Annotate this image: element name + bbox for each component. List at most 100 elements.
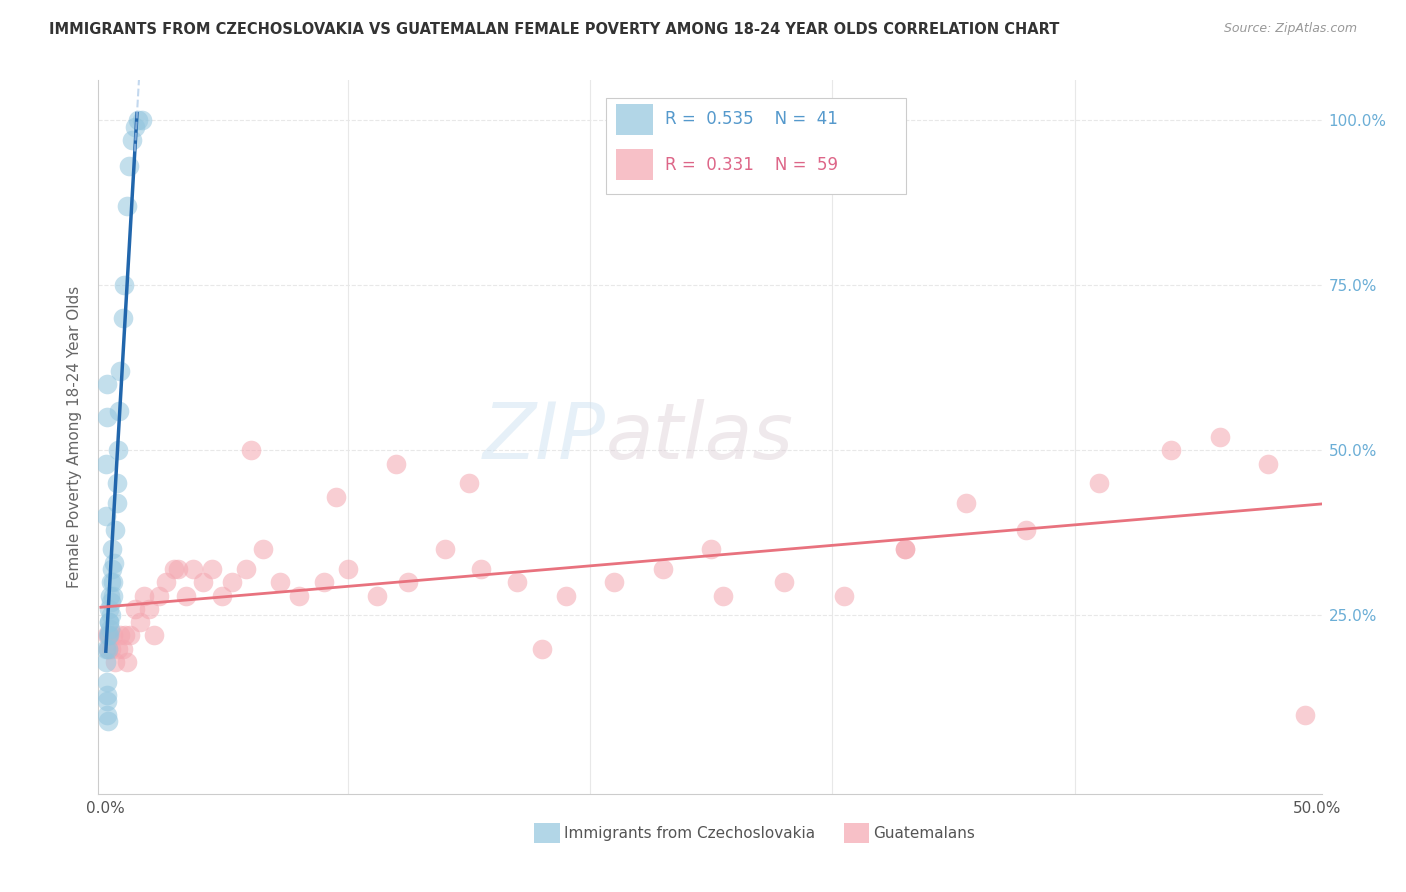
Point xyxy=(111,311,134,326)
Point xyxy=(96,509,118,524)
Point xyxy=(100,608,122,623)
Point xyxy=(97,714,120,729)
Point xyxy=(100,575,122,590)
Point xyxy=(773,575,796,590)
Point xyxy=(98,589,121,603)
Point xyxy=(201,562,224,576)
Point xyxy=(124,602,146,616)
Point xyxy=(97,641,120,656)
Point xyxy=(96,707,118,722)
Point xyxy=(1015,523,1038,537)
Point xyxy=(96,410,118,425)
Point xyxy=(105,496,128,510)
Text: Immigrants from Czechoslovakia: Immigrants from Czechoslovakia xyxy=(564,826,815,840)
Point xyxy=(98,628,121,642)
Point xyxy=(104,523,127,537)
Point xyxy=(96,641,118,656)
Point xyxy=(96,628,118,642)
Point xyxy=(101,542,124,557)
Point xyxy=(118,159,141,173)
Point xyxy=(143,628,166,642)
Point xyxy=(894,542,917,557)
Point xyxy=(124,120,146,134)
Text: R =  0.535    N =  41: R = 0.535 N = 41 xyxy=(665,111,838,128)
Point xyxy=(105,476,128,491)
Point xyxy=(312,575,335,590)
Point xyxy=(174,589,197,603)
Point xyxy=(955,496,977,510)
Point xyxy=(114,628,136,642)
Point xyxy=(96,688,118,702)
Bar xyxy=(616,103,652,135)
Point xyxy=(191,575,214,590)
Point xyxy=(110,628,132,642)
Point xyxy=(110,364,132,378)
Point xyxy=(325,490,347,504)
Point xyxy=(506,575,529,590)
Point xyxy=(96,694,118,708)
Text: IMMIGRANTS FROM CZECHOSLOVAKIA VS GUATEMALAN FEMALE POVERTY AMONG 18-24 YEAR OLD: IMMIGRANTS FROM CZECHOSLOVAKIA VS GUATEM… xyxy=(49,22,1060,37)
Point xyxy=(1160,443,1182,458)
Point xyxy=(603,575,626,590)
Point xyxy=(1088,476,1111,491)
Point xyxy=(894,542,917,557)
Point xyxy=(651,562,673,576)
Point xyxy=(96,674,118,689)
Point xyxy=(181,562,204,576)
Point xyxy=(100,562,122,576)
Point xyxy=(148,589,170,603)
Point xyxy=(127,112,149,127)
Point xyxy=(398,575,420,590)
FancyBboxPatch shape xyxy=(606,98,905,194)
Point xyxy=(211,589,233,603)
Point xyxy=(98,615,121,629)
Text: ZIP: ZIP xyxy=(484,399,606,475)
Point xyxy=(111,641,134,656)
Point xyxy=(530,641,553,656)
Point xyxy=(96,457,118,471)
Point xyxy=(235,562,257,576)
Point xyxy=(101,575,124,590)
Point xyxy=(336,562,359,576)
Point xyxy=(100,641,122,656)
Point xyxy=(97,628,120,642)
Point xyxy=(240,443,263,458)
Point xyxy=(104,655,127,669)
Point xyxy=(117,199,139,213)
Y-axis label: Female Poverty Among 18-24 Year Olds: Female Poverty Among 18-24 Year Olds xyxy=(67,286,83,588)
Point xyxy=(433,542,456,557)
Point xyxy=(131,112,153,127)
Point xyxy=(134,589,156,603)
Point xyxy=(98,602,121,616)
Point xyxy=(554,589,576,603)
Point xyxy=(96,655,118,669)
Point xyxy=(167,562,190,576)
Point xyxy=(288,589,311,603)
Point xyxy=(108,403,131,417)
Text: Source: ZipAtlas.com: Source: ZipAtlas.com xyxy=(1223,22,1357,36)
Point xyxy=(269,575,291,590)
Point xyxy=(221,575,243,590)
Point xyxy=(155,575,177,590)
Point xyxy=(103,556,125,570)
Point xyxy=(470,562,492,576)
Point xyxy=(1294,707,1316,722)
Point xyxy=(97,628,120,642)
Point xyxy=(1209,430,1232,444)
Point xyxy=(97,615,120,629)
Point xyxy=(385,457,408,471)
Point xyxy=(98,622,121,636)
Point xyxy=(117,655,139,669)
Point xyxy=(96,377,118,392)
Point xyxy=(121,133,143,147)
Point xyxy=(128,615,150,629)
Point xyxy=(366,589,388,603)
Point xyxy=(107,641,129,656)
Text: Guatemalans: Guatemalans xyxy=(873,826,974,840)
Text: atlas: atlas xyxy=(606,399,794,475)
Point xyxy=(458,476,481,491)
Point xyxy=(101,628,124,642)
Point xyxy=(711,589,734,603)
Point xyxy=(112,278,135,293)
Bar xyxy=(616,149,652,180)
